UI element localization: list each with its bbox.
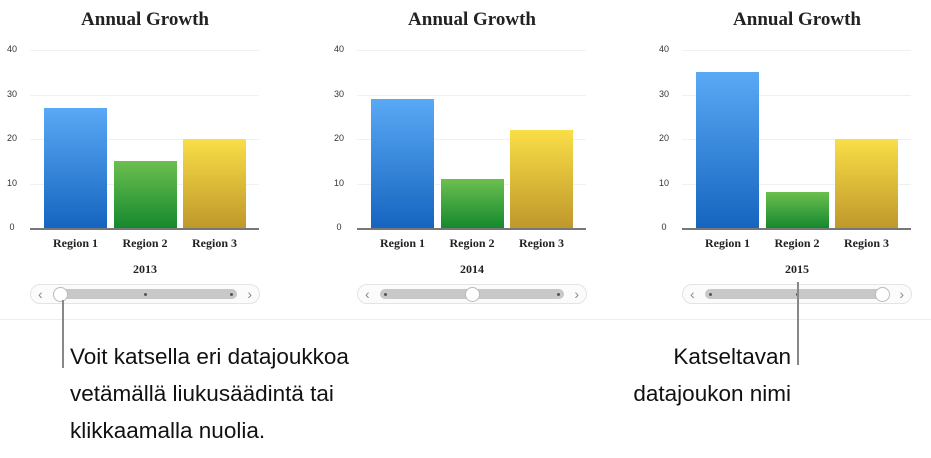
y-tick-label: 40 (333, 44, 344, 54)
slider-thumb[interactable] (53, 287, 68, 302)
slider-stop-dot (143, 293, 147, 296)
chart-2015: Annual Growth 0 10 20 30 40 Region 1 Region 2 Re… (652, 0, 931, 310)
slider-stop-dot (230, 293, 233, 296)
gridline (30, 94, 259, 96)
x-tick-label: Region 3 (192, 236, 237, 250)
slider-track[interactable] (53, 287, 237, 302)
y-tick-label: 10 (6, 177, 17, 188)
chevron-right-icon[interactable]: › (247, 286, 252, 302)
slider-thumb[interactable] (465, 287, 480, 302)
bar-region-3 (183, 139, 246, 228)
chart-2013: Annual Growth 0 10 20 30 40 Region 1 Region 2 Re… (0, 0, 330, 310)
y-tick-label: 20 (333, 133, 344, 143)
dataset-slider[interactable]: ‹ › (30, 284, 260, 304)
callout-slider-text: Voit katsella eri datajoukkoa vetämällä … (70, 344, 349, 443)
bar-region-2 (440, 179, 504, 228)
gridline (682, 94, 911, 96)
dataset-name: 2015 (785, 262, 809, 276)
chevron-left-icon[interactable]: ‹ (365, 286, 370, 302)
y-tick-label: 40 (6, 44, 17, 54)
gridline (682, 183, 911, 185)
chart-title: Annual Growth (81, 9, 209, 30)
dataset-slider[interactable]: ‹ › (357, 284, 587, 304)
y-tick-label: 10 (333, 177, 344, 188)
slider-track[interactable] (380, 287, 564, 302)
callout-line-slider (62, 300, 64, 368)
divider (0, 319, 931, 320)
x-axis (682, 228, 911, 230)
x-tick-label: Region 3 (519, 236, 564, 250)
bar-region-3 (510, 130, 573, 228)
slider-stop-dot (384, 293, 387, 296)
chevron-left-icon[interactable]: ‹ (690, 286, 695, 302)
gridline (357, 94, 586, 96)
y-tick-label: 20 (658, 133, 669, 143)
slider-thumb[interactable] (875, 287, 890, 302)
y-tick-label: 0 (661, 222, 667, 232)
x-tick-label: Region 3 (844, 236, 889, 250)
gridline (682, 139, 911, 140)
x-axis (357, 228, 586, 230)
y-tick-label: 20 (6, 133, 17, 143)
y-tick-label: 30 (6, 88, 17, 99)
bar-region-3 (835, 139, 898, 228)
x-axis (30, 228, 259, 230)
y-tick-label: 40 (658, 44, 669, 54)
gridline (30, 139, 259, 140)
bar-region-2 (765, 192, 829, 228)
slider-stop-dot (557, 293, 560, 296)
chevron-right-icon[interactable]: › (899, 286, 904, 302)
dataset-name: 2014 (460, 262, 484, 276)
chart-title: Annual Growth (408, 9, 536, 30)
x-tick-label: Region 2 (122, 236, 168, 250)
callout-dataset-name-text: Katseltavan datajoukon nimi (633, 344, 791, 406)
gridline (682, 50, 911, 51)
x-tick-label: Region 1 (705, 236, 750, 250)
chevron-right-icon[interactable]: › (574, 286, 579, 302)
chart-2014: Annual Growth 0 10 20 30 40 Region 1 Region 2 Re… (327, 0, 657, 310)
gridline (30, 50, 259, 51)
y-tick-label: 10 (658, 177, 669, 188)
slider-stop-dot (709, 293, 712, 296)
x-tick-label: Region 1 (380, 236, 425, 250)
dataset-name: 2013 (133, 262, 157, 276)
gridline (357, 139, 586, 140)
y-tick-label: 0 (9, 222, 15, 232)
bar-region-1 (44, 107, 107, 228)
x-tick-label: Region 2 (449, 236, 495, 250)
bar-region-2 (113, 161, 177, 228)
bar-region-1 (696, 72, 759, 228)
callout-line-dataset-name (797, 282, 799, 365)
gridline (357, 50, 586, 51)
x-tick-label: Region 1 (53, 236, 98, 250)
bar-region-1 (371, 98, 434, 228)
y-tick-label: 30 (658, 88, 669, 99)
y-tick-label: 30 (333, 88, 344, 99)
x-tick-label: Region 2 (774, 236, 820, 250)
y-tick-label: 0 (336, 222, 342, 232)
chart-title: Annual Growth (733, 9, 861, 30)
chevron-left-icon[interactable]: ‹ (38, 286, 43, 302)
